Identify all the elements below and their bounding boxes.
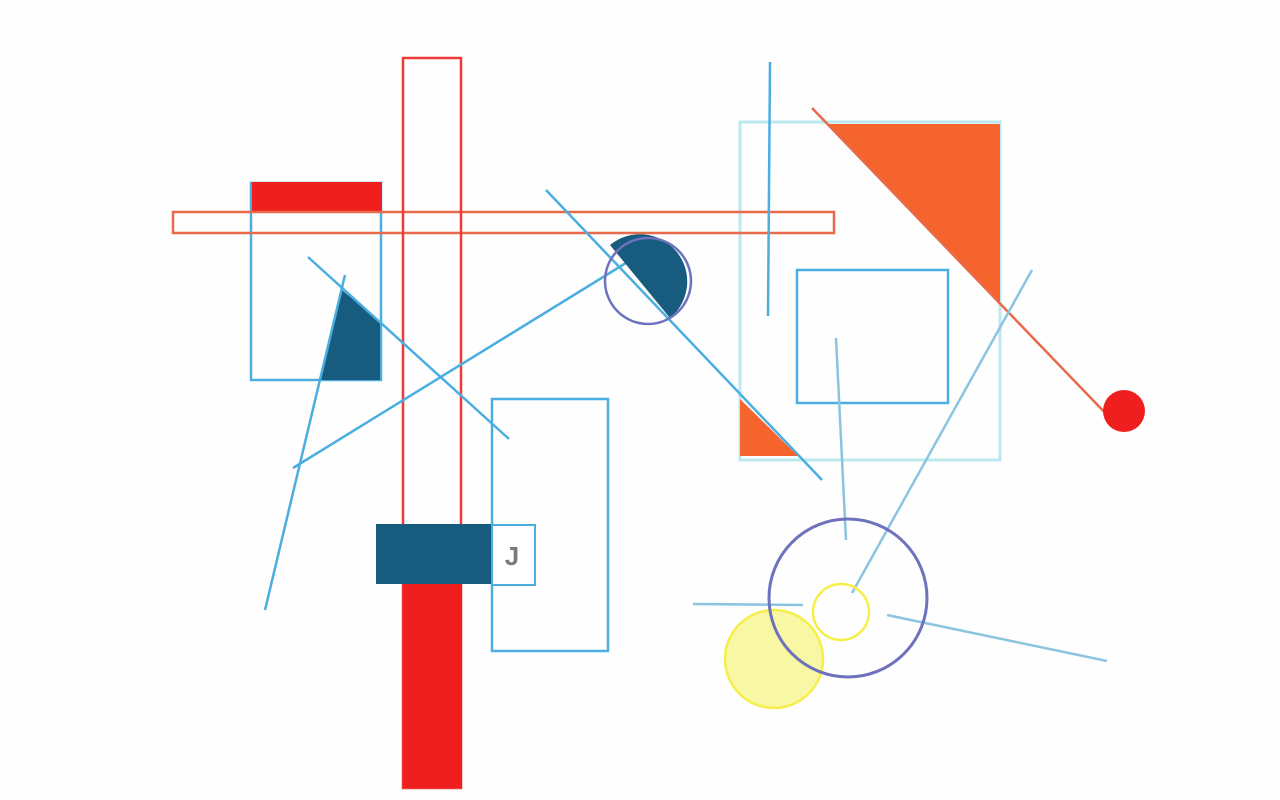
light-blue-line-vertical <box>834 337 848 541</box>
orange-horizontal-bar <box>171 210 836 235</box>
orange-small-triangle <box>740 399 798 456</box>
red-filled-column <box>403 583 462 788</box>
blue-line-vertical <box>766 61 772 317</box>
red-dot <box>1103 390 1145 432</box>
blue-line-steep-left <box>263 274 347 611</box>
light-blue-line-horizontal <box>692 602 804 607</box>
label-box <box>491 524 536 586</box>
blue-line-long-diagonal <box>545 189 823 481</box>
blue-line-diagonal-2 <box>292 256 635 470</box>
dark-teal-block <box>376 524 494 584</box>
indigo-circle-large <box>767 517 929 679</box>
yellow-outline-circle <box>811 582 871 642</box>
orange-diagonal-line <box>811 107 1113 421</box>
light-blue-line-diagonal <box>850 269 1034 594</box>
label-box-glyph: J <box>505 541 519 571</box>
light-blue-line-right <box>886 613 1108 663</box>
blue-outline-rect-right <box>795 268 950 405</box>
red-bar-top-left <box>252 182 382 212</box>
dark-teal-semicircle <box>610 234 688 318</box>
pale-yellow-circle <box>723 608 825 710</box>
dark-teal-wedge <box>320 290 380 380</box>
indigo-circle-small <box>603 236 693 326</box>
